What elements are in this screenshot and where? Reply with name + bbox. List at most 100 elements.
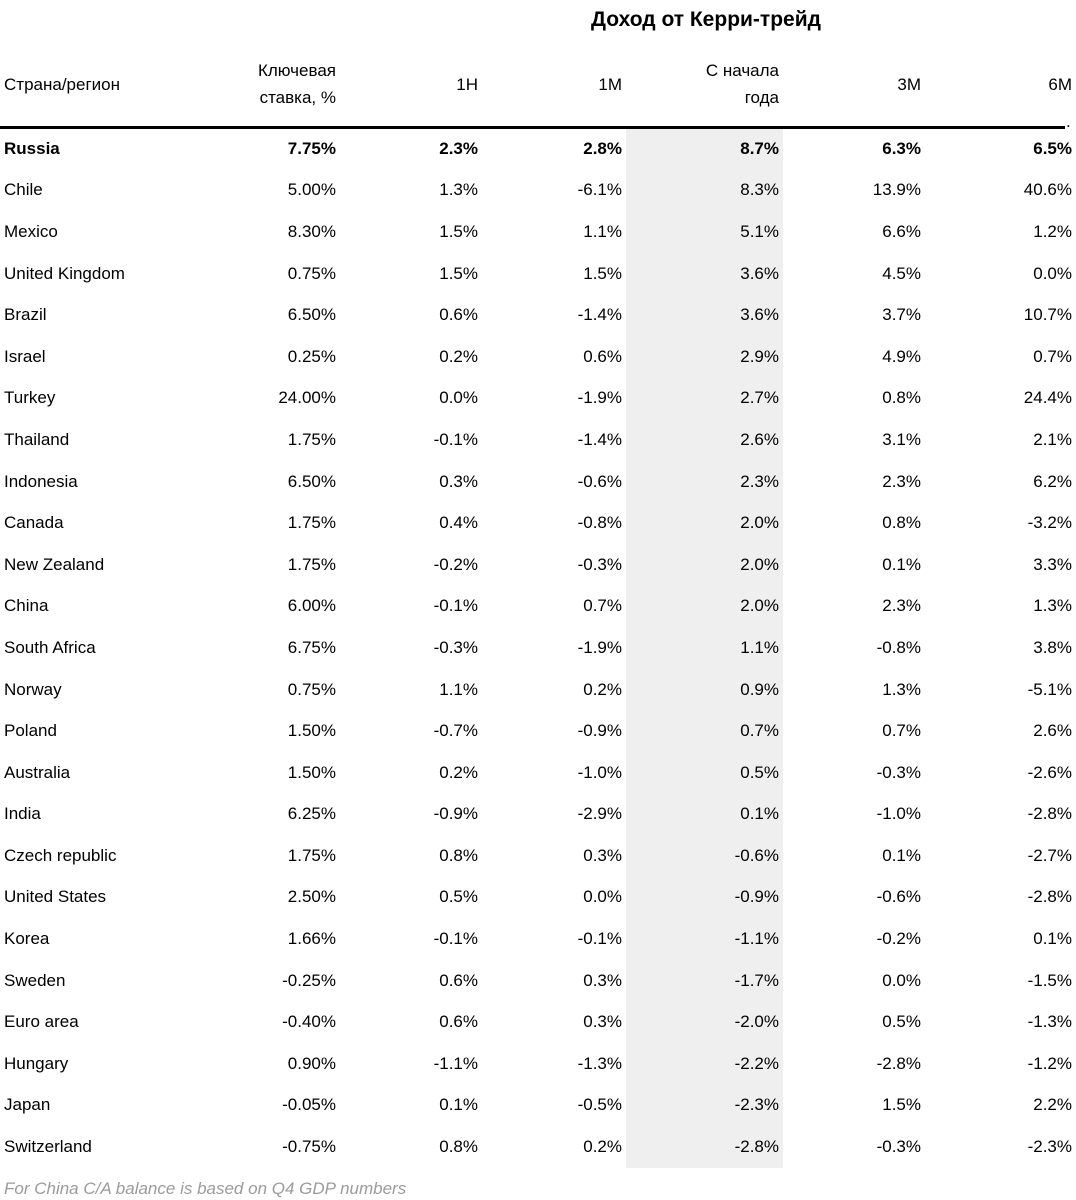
return-ytd-cell: 0.9% xyxy=(626,668,783,711)
country-cell: South Africa xyxy=(4,637,96,657)
return-ytd-cell: 2.0% xyxy=(626,502,783,544)
return-6m-cell: -1.3% xyxy=(1027,1012,1072,1032)
return-3m-cell: -0.3% xyxy=(876,1137,921,1157)
country-cell: Indonesia xyxy=(4,471,78,491)
return-ytd-cell: 2.9% xyxy=(626,335,783,378)
return-ytd-cell: 3.6% xyxy=(626,294,783,336)
table-row: Korea 1.66% -0.1% -0.1% -1.1% -0.2% 0.1% xyxy=(0,918,1076,960)
table-row: Israel 0.25% 0.2% 0.6% 2.9% 4.9% 0.7% xyxy=(0,335,1076,378)
return-1m-cell: 0.3% xyxy=(583,1012,622,1032)
table-row: Poland 1.50% -0.7% -0.9% 0.7% 0.7% 2.6% xyxy=(0,710,1076,752)
return-3m-cell: 13.9% xyxy=(872,180,921,200)
return-1m-cell: 0.3% xyxy=(583,845,622,865)
key-rate-cell: 0.25% xyxy=(287,346,336,366)
carry-trade-table: Страна/регион Ключевая ставка, % 1Н 1М С… xyxy=(0,40,1076,1168)
table-row: India 6.25% -0.9% -2.9% 0.1% -1.0% -2.8% xyxy=(0,793,1076,836)
key-rate-cell: 1.50% xyxy=(287,721,336,741)
return-6m-cell: -1.5% xyxy=(1027,970,1072,990)
return-1w-cell: 0.5% xyxy=(439,887,478,907)
table-body: Russia 7.75% 2.3% 2.8% 8.7% 6.3% 6.5% Ch… xyxy=(0,128,1076,1168)
return-3m-cell: 2.3% xyxy=(882,471,921,491)
country-cell: Sweden xyxy=(4,970,66,990)
return-1m-cell: -0.9% xyxy=(577,721,622,741)
return-1w-cell: 0.0% xyxy=(439,388,478,408)
key-rate-cell: 1.75% xyxy=(287,513,336,533)
key-rate-cell: -0.05% xyxy=(282,1095,336,1115)
table-row: Czech republic 1.75% 0.8% 0.3% -0.6% 0.1… xyxy=(0,835,1076,877)
return-ytd-cell: -2.0% xyxy=(626,1001,783,1044)
country-cell: Chile xyxy=(4,180,43,200)
table-row: Euro area -0.40% 0.6% 0.3% -2.0% 0.5% -1… xyxy=(0,1001,1076,1044)
country-cell: India xyxy=(4,804,41,824)
return-6m-cell: -2.7% xyxy=(1027,845,1072,865)
country-cell: Israel xyxy=(4,346,46,366)
return-1m-cell: -6.1% xyxy=(577,180,622,200)
return-6m-cell: 0.7% xyxy=(1033,346,1072,366)
return-ytd-cell: 5.1% xyxy=(626,211,783,253)
return-ytd-cell: -1.1% xyxy=(626,918,783,960)
return-3m-cell: 0.8% xyxy=(882,513,921,533)
return-1m-cell: -0.5% xyxy=(577,1095,622,1115)
table-row: Turkey 24.00% 0.0% -1.9% 2.7% 0.8% 24.4% xyxy=(0,377,1076,420)
return-6m-cell: 6.5% xyxy=(1033,138,1072,158)
country-cell: Brazil xyxy=(4,305,47,325)
key-rate-cell: -0.40% xyxy=(282,1012,336,1032)
return-1w-cell: -1.1% xyxy=(433,1053,478,1073)
country-cell: Euro area xyxy=(4,1012,79,1032)
return-1m-cell: 2.8% xyxy=(583,138,622,158)
title-block: Доход от Керри-трейд xyxy=(0,0,1076,40)
header-6m: 6М xyxy=(1048,74,1072,94)
country-cell: Turkey xyxy=(4,388,56,408)
key-rate-cell: 6.25% xyxy=(287,804,336,824)
return-1w-cell: 0.6% xyxy=(439,1012,478,1032)
key-rate-cell: 1.66% xyxy=(287,929,336,949)
country-cell: United Kingdom xyxy=(4,263,125,283)
return-ytd-cell: 8.3% xyxy=(626,169,783,212)
return-6m-cell: 2.1% xyxy=(1033,429,1072,449)
key-rate-cell: 6.75% xyxy=(287,637,336,657)
header-1m: 1М xyxy=(598,74,622,94)
country-cell: China xyxy=(4,596,49,616)
return-1w-cell: 1.5% xyxy=(439,221,478,241)
return-ytd-cell: 0.5% xyxy=(626,751,783,794)
return-1m-cell: -0.8% xyxy=(577,513,622,533)
return-ytd-cell: -2.8% xyxy=(626,1126,783,1168)
country-cell: Australia xyxy=(4,762,71,782)
table-row: Japan -0.05% 0.1% -0.5% -2.3% 1.5% 2.2% xyxy=(0,1084,1076,1127)
country-cell: Canada xyxy=(4,513,64,533)
return-1w-cell: 0.6% xyxy=(439,970,478,990)
return-3m-cell: -0.2% xyxy=(876,929,921,949)
return-1w-cell: -0.1% xyxy=(433,429,478,449)
table-row: Thailand 1.75% -0.1% -1.4% 2.6% 3.1% 2.1… xyxy=(0,419,1076,461)
key-rate-cell: 8.30% xyxy=(287,221,336,241)
return-3m-cell: 0.1% xyxy=(882,845,921,865)
return-3m-cell: -1.0% xyxy=(876,804,921,824)
return-6m-cell: -3.2% xyxy=(1027,513,1072,533)
return-1m-cell: -2.9% xyxy=(577,804,622,824)
return-6m-cell: 0.0% xyxy=(1033,263,1072,283)
return-1m-cell: -1.3% xyxy=(577,1053,622,1073)
key-rate-cell: 1.75% xyxy=(287,554,336,574)
return-1m-cell: -1.0% xyxy=(577,762,622,782)
return-6m-cell: 3.3% xyxy=(1033,554,1072,574)
key-rate-cell: 0.90% xyxy=(287,1053,336,1073)
return-3m-cell: 3.7% xyxy=(882,305,921,325)
return-3m-cell: -0.8% xyxy=(876,637,921,657)
return-6m-cell: 1.2% xyxy=(1033,221,1072,241)
return-3m-cell: -2.8% xyxy=(876,1053,921,1073)
return-ytd-cell: 2.3% xyxy=(626,460,783,503)
return-6m-cell: 3.8% xyxy=(1033,637,1072,657)
return-3m-cell: 6.3% xyxy=(882,138,921,158)
table-row: Switzerland -0.75% 0.8% 0.2% -2.8% -0.3%… xyxy=(0,1126,1076,1168)
key-rate-cell: 2.50% xyxy=(287,887,336,907)
table-row: Sweden -0.25% 0.6% 0.3% -1.7% 0.0% -1.5% xyxy=(0,959,1076,1002)
return-6m-cell: 0.1% xyxy=(1033,929,1072,949)
return-3m-cell: 3.1% xyxy=(882,429,921,449)
return-6m-cell: 24.4% xyxy=(1023,388,1072,408)
return-ytd-cell: -1.7% xyxy=(626,959,783,1002)
return-6m-cell: -1.2% xyxy=(1027,1053,1072,1073)
return-1w-cell: 0.2% xyxy=(439,762,478,782)
return-1w-cell: -0.9% xyxy=(433,804,478,824)
key-rate-cell: 6.50% xyxy=(287,305,336,325)
header-divider xyxy=(0,126,1065,129)
